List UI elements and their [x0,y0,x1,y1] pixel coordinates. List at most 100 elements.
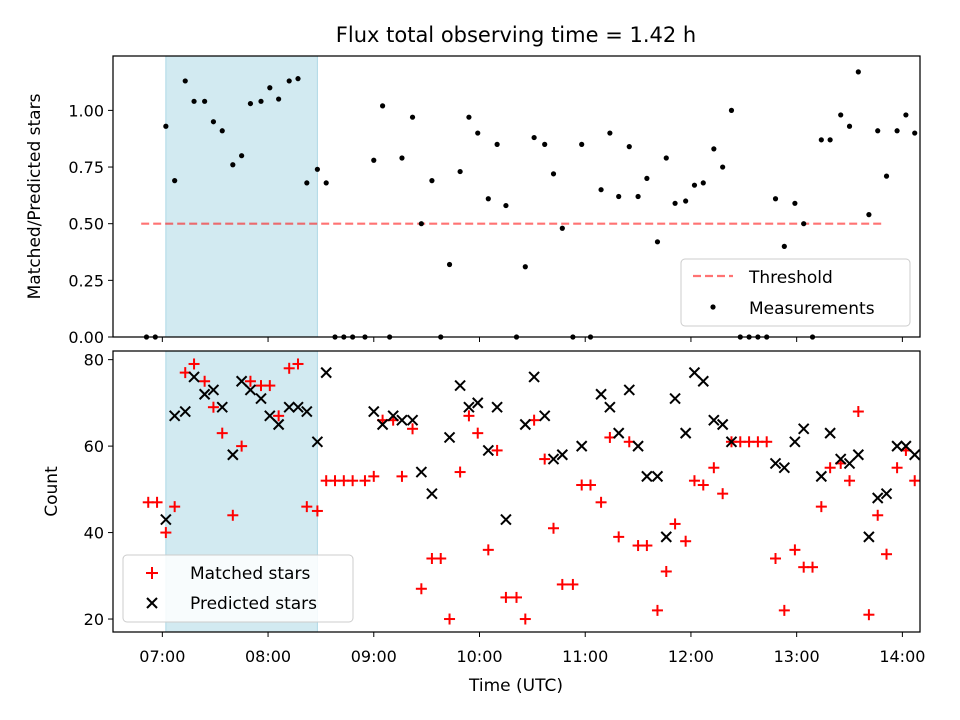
measurement-point [267,85,273,91]
bottom-legend-box [122,554,354,623]
measurement-point [607,130,613,136]
predicted-star-marker [651,470,664,483]
measurement-point [191,98,197,104]
matched-star-marker [151,496,163,508]
matched-star-marker [511,591,522,603]
matched-star-marker [844,475,856,487]
predicted-star-marker [491,401,503,413]
measurement-point [875,128,881,134]
matched-star-marker [641,540,653,552]
predicted-star-marker [320,366,332,379]
matched-star-marker [472,427,484,439]
y-tick-label: 1.00 [68,101,104,120]
predicted-star-marker [769,457,782,470]
matched-star-marker [500,591,512,603]
measurement-point [598,187,604,193]
measurement-point [258,98,264,104]
predicted-star-marker [528,371,540,383]
matched-star-marker [188,358,200,370]
matched-star-marker [708,462,720,474]
predicted-star-marker [406,414,419,426]
legend-measurements-swatch [710,304,716,310]
matched-star-marker [660,565,672,577]
legend-predicted-swatch [146,597,158,609]
measurement-point [409,114,416,120]
bottom-panel-frame [112,350,921,633]
predicted-star-marker [207,384,220,396]
measurement-point [855,69,861,75]
measurement-point [579,141,585,147]
measurement-point [446,261,453,268]
matched-star-marker [482,544,494,556]
matched-star-marker [415,583,427,595]
matched-star-marker [244,375,256,387]
matched-star-marker [556,578,568,590]
matched-star-marker [347,475,359,487]
predicted-star-marker [547,453,560,465]
measurement-point [182,78,188,84]
measurement-point [314,166,320,172]
predicted-star-marker [778,462,791,474]
matched-star-marker [778,604,790,616]
measurement-point [202,98,208,104]
predicted-star-marker [688,366,701,379]
legend-matched-label: Matched stars [190,564,310,584]
matched-star-marker [444,613,456,625]
matched-star-marker [891,462,903,474]
legend-matched-swatch [146,567,158,579]
measurement-point [230,162,236,168]
predicted-star-marker [835,453,847,465]
y-tick-label: 0.25 [68,271,104,290]
measurement-point [801,221,807,227]
shaded-observing-span [165,55,318,338]
measurement-point [792,200,798,206]
predicted-star-marker [443,431,456,444]
matched-star-marker [407,423,419,435]
top-legend: Threshold Measurements [680,258,911,327]
x-tick-label: 14:00 [879,647,925,666]
measurement-point [883,173,890,179]
measurement-point [295,76,301,82]
predicted-star-marker [454,379,466,392]
measurement-point [466,114,472,120]
chart-title: Flux total observing time = 1.42 h [336,23,696,47]
predicted-star-marker [472,397,484,409]
predicted-star-marker [301,405,313,418]
x-axis-label: Time (UTC) [468,676,563,696]
measurement-point [163,123,169,129]
predicted-star-marker [660,531,672,543]
predicted-star-marker [595,388,607,400]
measurement-point [720,164,726,170]
matched-star-marker [463,410,475,422]
top-panel-frame [112,55,921,338]
predicted-star-marker [891,440,903,452]
predicted-star-marker [168,410,181,422]
predicted-star-marker [843,457,856,470]
measurement-point [418,221,424,227]
measurement-point [399,155,405,161]
x-tick-label: 11:00 [562,647,608,666]
y-tick-label: 0.00 [68,328,104,347]
measurement-point [700,180,706,186]
measurement-point [559,225,565,231]
predicted-star-marker [669,392,681,405]
predicted-star-marker [632,440,644,452]
measurement-point [371,157,377,163]
y-tick-label: 40 [84,524,104,543]
measurement-point [912,130,918,136]
measurement-point [379,103,386,109]
predicted-star-marker [824,427,836,439]
measurement-point [542,141,548,147]
bottom-legend: Matched stars Predicted stars [122,554,354,623]
measurement-point [522,264,528,270]
predicted-star-marker [604,401,616,413]
predicted-star-marker [872,492,884,504]
measurement-point [663,155,669,161]
matched-star-marker [273,410,285,422]
predicted-star-marker [798,423,810,435]
predicted-star-marker [852,449,865,461]
measurement-point [210,119,217,125]
predicted-star-marker [880,487,893,500]
bottom-y-axis-label: Count [42,466,62,517]
predicted-star-marker [311,436,324,448]
